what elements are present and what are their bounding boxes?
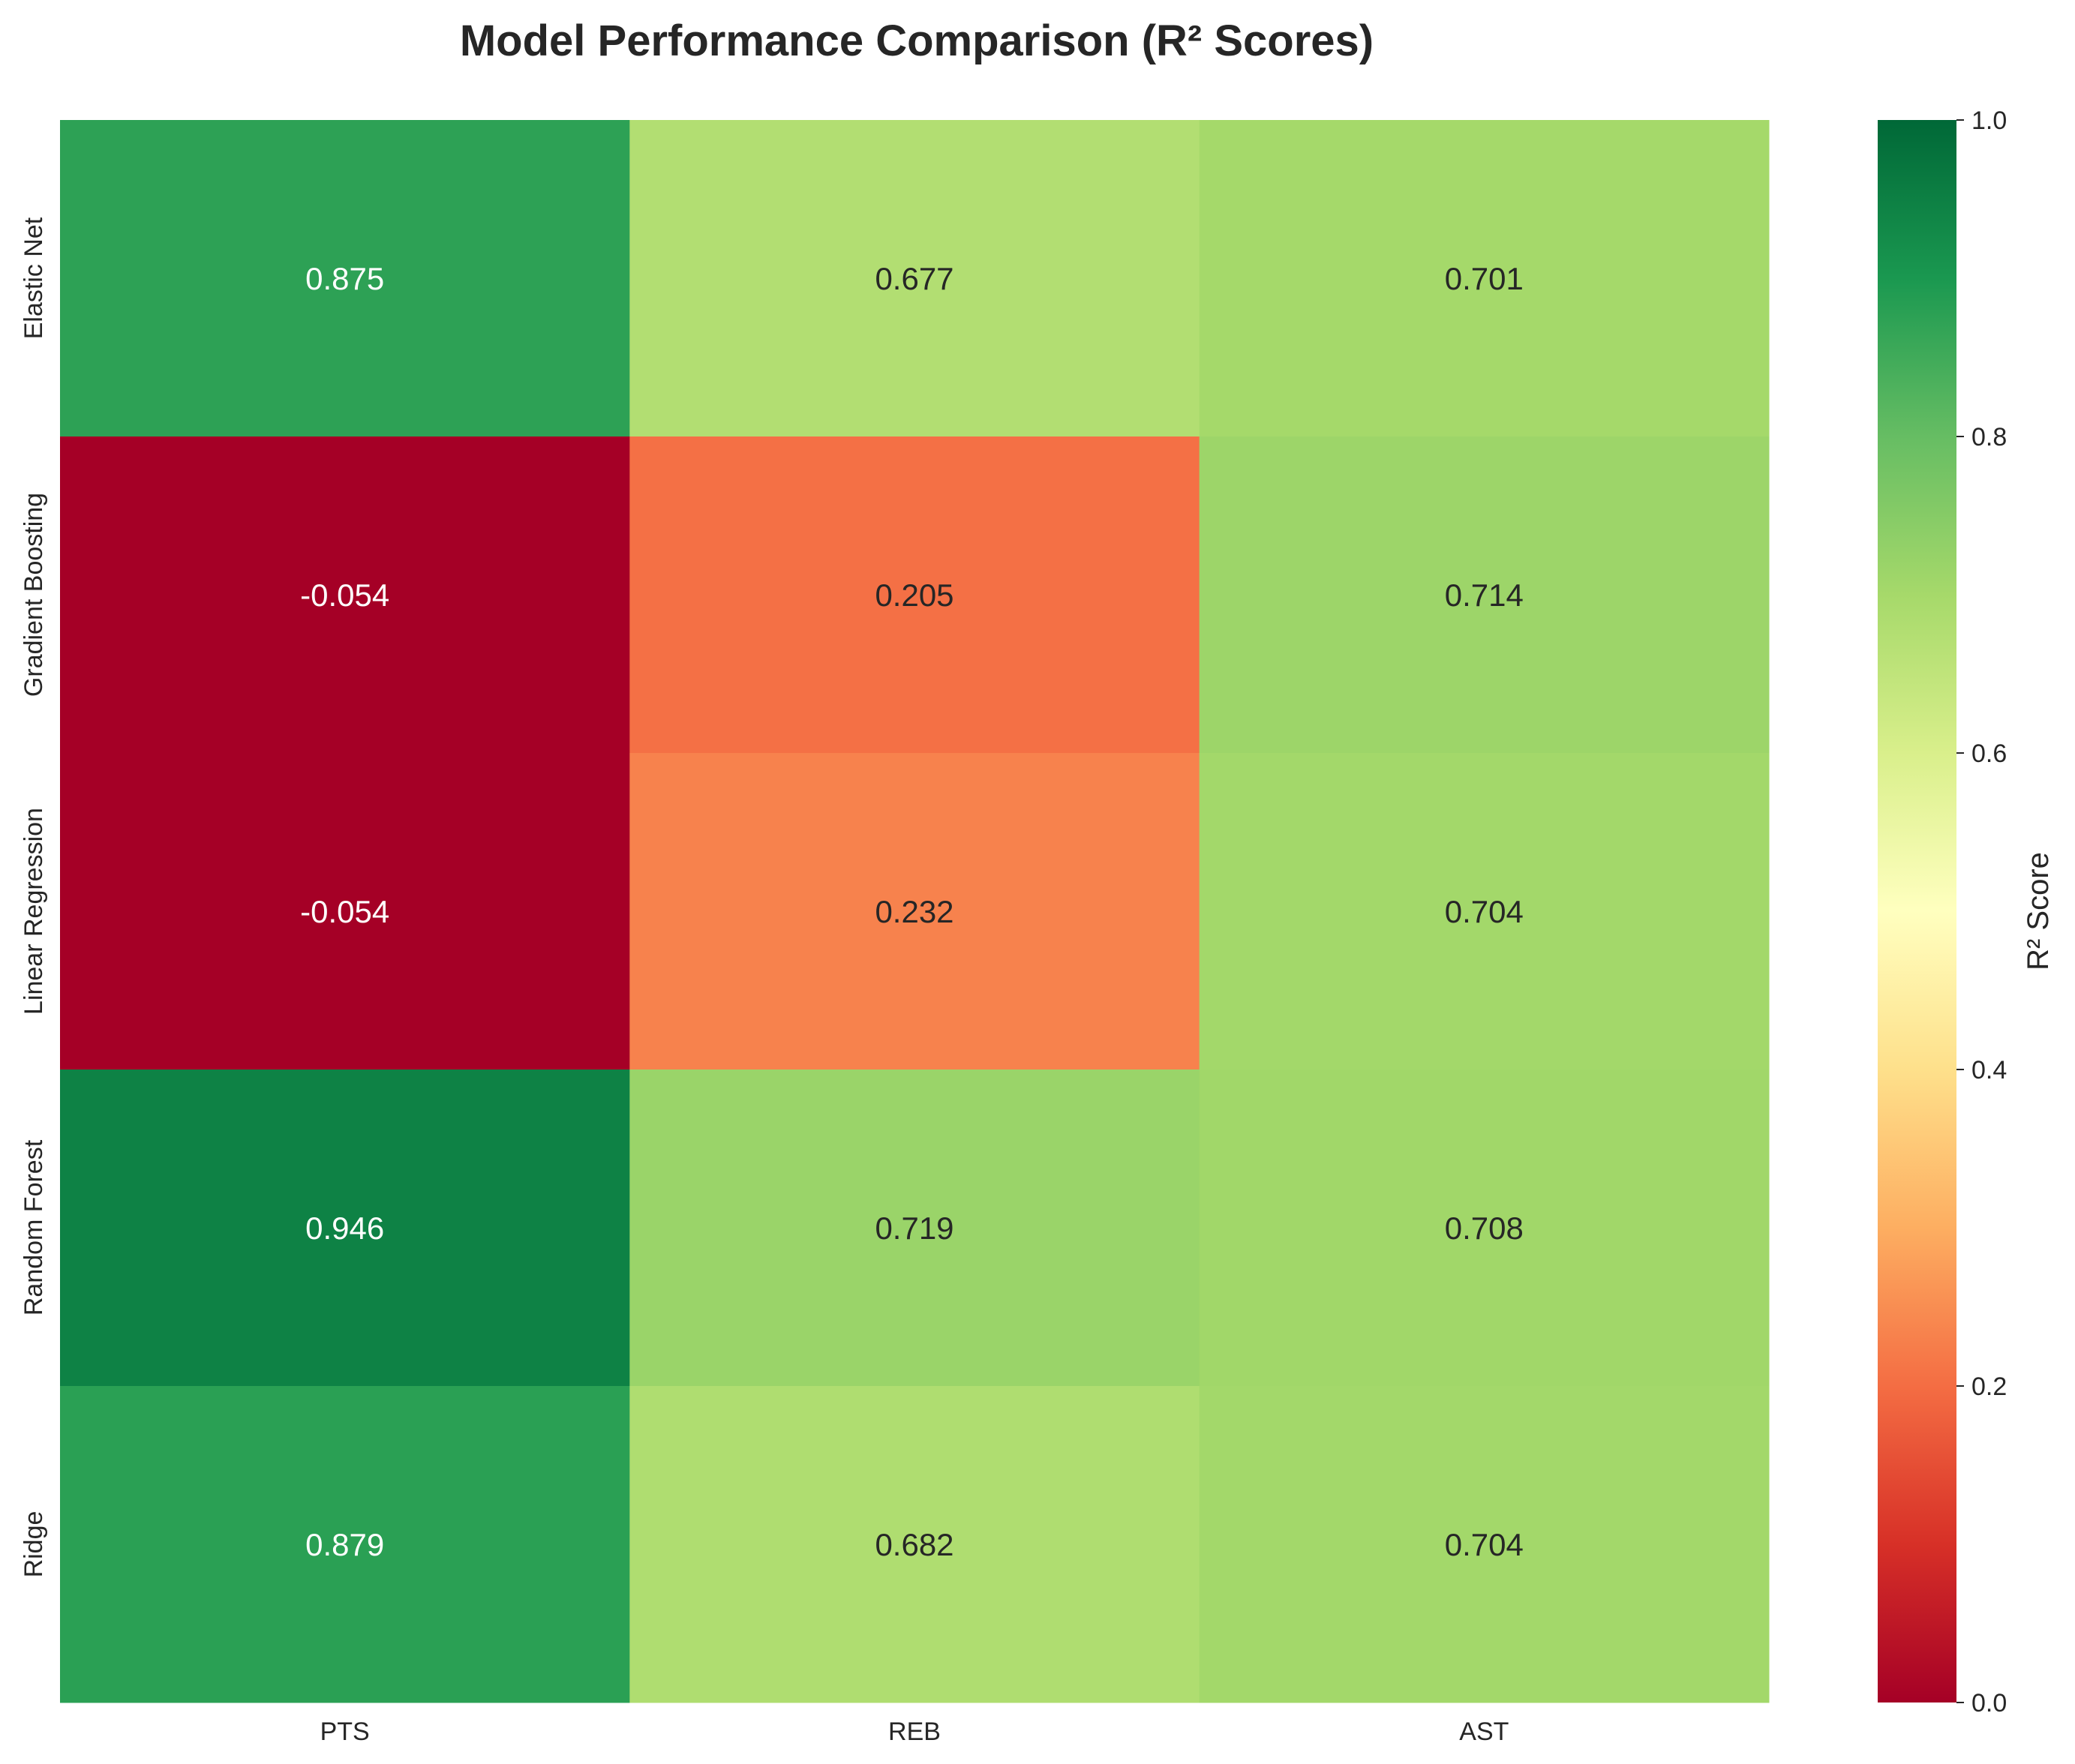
- colorbar-tick-label: 0.0: [1971, 1689, 2007, 1718]
- column-tick-labels: PTS REB AST: [320, 1718, 1509, 1746]
- heatmap-cell: [629, 120, 1200, 437]
- colorbar-tick-label: 1.0: [1971, 106, 2007, 135]
- heatmap-cell: [1199, 1070, 1770, 1387]
- cell-value-label: 0.875: [305, 261, 384, 296]
- heatmap-cell: [60, 120, 630, 437]
- cell-value-label: 0.704: [1445, 894, 1524, 929]
- heatmap-cell: [60, 1386, 630, 1703]
- heatmap-cells: [60, 120, 1770, 1703]
- column-label: AST: [1459, 1718, 1509, 1746]
- row-label: Random Forest: [20, 1139, 48, 1316]
- heatmap-cell: [1199, 753, 1770, 1070]
- cell-value-label: 0.701: [1445, 261, 1524, 296]
- row-tick-labels: Elastic Net Gradient Boosting Linear Regre…: [20, 217, 48, 1577]
- heatmap-cell: [1199, 1386, 1770, 1703]
- heatmap-cell: [629, 436, 1200, 754]
- colorbar-tick-label: 0.8: [1971, 423, 2007, 452]
- cell-value-label: 0.205: [875, 578, 953, 613]
- cell-value-label: 0.719: [875, 1210, 953, 1246]
- cell-value-label: 0.946: [305, 1210, 384, 1246]
- cell-value-label: -0.054: [300, 894, 389, 929]
- heatmap-cell-labels: 0.875 0.677 0.701 -0.054 0.205 0.714 -0.054 0.2…: [300, 261, 1524, 1562]
- cell-value-label: 0.714: [1445, 578, 1524, 613]
- cell-value-label: 0.682: [875, 1527, 953, 1562]
- colorbar-tick-label: 0.6: [1971, 740, 2007, 768]
- heatmap-cell: [60, 753, 630, 1070]
- row-label: Gradient Boosting: [20, 493, 48, 697]
- cell-value-label: 0.677: [875, 261, 953, 296]
- column-label: PTS: [320, 1718, 370, 1746]
- cell-value-label: 0.232: [875, 894, 953, 929]
- cell-value-label: 0.708: [1445, 1210, 1524, 1246]
- row-label: Linear Regression: [20, 808, 48, 1015]
- heatmap-cell: [1199, 436, 1770, 754]
- colorbar-tick-label: 0.2: [1971, 1372, 2007, 1401]
- cell-value-label: 0.704: [1445, 1527, 1524, 1562]
- heatmap-cell: [629, 1386, 1200, 1703]
- heatmap-cell: [1199, 120, 1770, 437]
- colorbar-ticks: 0.0 0.2 0.4 0.6 0.8 1.0: [1956, 106, 2007, 1718]
- chart-title: Model Performance Comparison (R² Scores): [460, 16, 1374, 65]
- cell-value-label: 0.879: [305, 1527, 384, 1562]
- row-label: Ridge: [20, 1511, 48, 1578]
- colorbar-tick-label: 0.4: [1971, 1056, 2007, 1084]
- cell-value-label: -0.054: [300, 578, 389, 613]
- colorbar: 0.0 0.2 0.4 0.6 0.8 1.0 R² Score: [1878, 106, 2055, 1718]
- heatmap-cell: [60, 436, 630, 754]
- heatmap-cell: [629, 1070, 1200, 1387]
- heatmap-cell: [629, 753, 1200, 1070]
- row-label: Elastic Net: [20, 217, 48, 339]
- colorbar-label: R² Score: [2022, 852, 2055, 970]
- colorbar-gradient: [1878, 120, 1956, 1702]
- heatmap-cell: [60, 1070, 630, 1387]
- column-label: REB: [888, 1718, 941, 1746]
